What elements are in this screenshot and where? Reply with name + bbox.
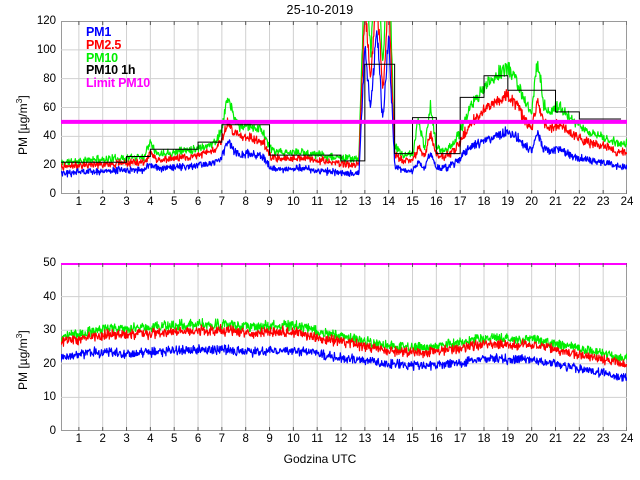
top-x-tick: 8 <box>242 196 249 208</box>
bottom-x-tick: 23 <box>596 433 610 445</box>
bottom-x-tick: 7 <box>218 433 226 445</box>
bottom-x-tick: 5 <box>170 433 178 445</box>
top-x-tick: 6 <box>194 196 202 208</box>
bottom-x-tick: 16 <box>429 433 443 445</box>
bottom-x-tick: 17 <box>453 433 467 445</box>
top-y-tick: 40 <box>43 130 56 143</box>
bottom-x-tick: 8 <box>242 433 249 445</box>
top-x-tick: 14 <box>382 196 396 208</box>
legend-item-pm10: PM10 <box>86 50 118 65</box>
bottom-x-tick: 6 <box>194 433 202 445</box>
top-x-tick: 16 <box>429 196 443 208</box>
bottom-panel: PM [µg/m3] 0 10 20 30 40 50 1 2 3 4 5 6 7 8 9 10 11 12 13… <box>0 240 640 480</box>
top-x-tick: 4 <box>147 196 154 208</box>
top-y-tick: 100 <box>36 43 56 56</box>
top-x-tick: 20 <box>525 196 539 208</box>
bottom-y-tick: 50 <box>43 257 56 269</box>
bottom-x-tick: 21 <box>549 433 562 445</box>
legend-item-pm25: PM2.5 <box>86 37 122 52</box>
legend-item-limit-pm10: Limit PM10 <box>86 76 150 90</box>
bottom-x-tick: 2 <box>99 433 106 445</box>
bottom-x-tick: 13 <box>358 433 372 445</box>
bottom-x-tick: 14 <box>382 433 396 445</box>
bottom-x-tick: 12 <box>334 433 348 445</box>
bottom-x-tick: 1 <box>75 433 83 445</box>
bottom-x-tick: 20 <box>525 433 539 445</box>
top-x-tick: 9 <box>266 196 273 208</box>
bottom-y-tick-labels: 0 10 20 30 40 50 <box>0 240 56 480</box>
bottom-x-tick: 19 <box>501 433 515 445</box>
bottom-y-tick: 40 <box>43 290 56 303</box>
top-x-tick: 10 <box>286 196 300 208</box>
chart-title: 25-10-2019 <box>286 3 354 17</box>
bottom-x-tick: 24 <box>620 433 634 445</box>
top-x-tick: 7 <box>218 196 226 208</box>
bottom-y-tick: 30 <box>43 324 56 337</box>
bottom-x-axis-label: Godzina UTC <box>283 452 357 466</box>
top-x-tick: 3 <box>123 196 130 208</box>
top-x-tick: 12 <box>334 196 348 208</box>
bottom-x-tick: 18 <box>477 433 491 445</box>
bottom-y-tick: 20 <box>43 357 56 370</box>
bottom-x-tick: 3 <box>123 433 130 445</box>
legend-item-pm10-1h: PM10 1h <box>86 63 136 78</box>
top-x-tick: 21 <box>549 196 562 208</box>
top-x-tick: 2 <box>99 196 106 208</box>
bottom-x-tick: 15 <box>406 433 419 445</box>
top-y-tick: 120 <box>36 15 56 27</box>
bottom-x-tick: 9 <box>266 433 273 445</box>
bottom-y-tick: 0 <box>49 425 56 437</box>
top-x-tick: 11 <box>311 196 324 208</box>
top-x-tick: 1 <box>75 196 83 208</box>
top-x-tick: 22 <box>572 196 586 208</box>
top-y-tick: 80 <box>43 72 56 85</box>
top-x-tick: 17 <box>453 196 467 208</box>
top-y-tick: 60 <box>43 101 56 114</box>
top-x-tick: 18 <box>477 196 491 208</box>
bottom-plot-svg <box>61 263 627 431</box>
bottom-x-tick: 11 <box>311 433 324 445</box>
top-y-tick: 20 <box>43 159 56 172</box>
legend: PM1 PM2.5 PM10 PM10 1h Limit PM10 <box>86 26 150 90</box>
bottom-x-tick: 4 <box>147 433 154 445</box>
top-y-tick-labels: 0 20 40 60 80 100 120 <box>0 0 56 230</box>
top-x-tick: 19 <box>501 196 515 208</box>
top-plot-area <box>61 21 627 194</box>
bottom-x-tick-labels: 1 2 3 4 5 6 7 8 9 10 11 12 13 14 15 16 17 18 19 20 21 22 23 24 <box>0 433 640 455</box>
top-y-tick: 0 <box>49 188 56 200</box>
top-x-tick: 13 <box>358 196 372 208</box>
top-plot-svg <box>61 21 627 194</box>
top-x-tick: 23 <box>596 196 610 208</box>
top-x-tick-labels: 1 2 3 4 5 6 7 8 9 10 11 12 13 14 15 16 17 18 19 20 21 22 23 24 <box>0 196 640 218</box>
top-x-tick: 5 <box>170 196 178 208</box>
legend-item-pm1: PM1 <box>86 25 112 39</box>
top-x-tick: 15 <box>406 196 419 208</box>
bottom-x-tick: 10 <box>286 433 300 445</box>
bottom-plot-area <box>61 263 627 431</box>
bottom-y-tick: 10 <box>43 391 56 404</box>
top-x-tick: 24 <box>620 196 634 208</box>
bottom-x-tick: 22 <box>572 433 586 445</box>
